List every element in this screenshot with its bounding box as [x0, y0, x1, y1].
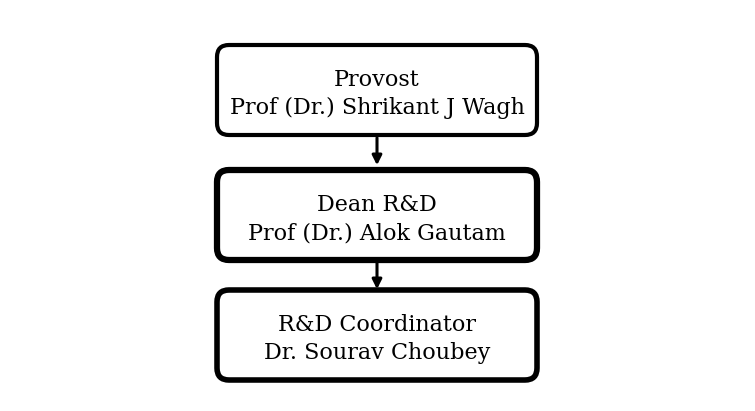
Text: Dr. Sourav Choubey: Dr. Sourav Choubey — [263, 342, 490, 364]
Text: Prof (Dr.) Alok Gautam: Prof (Dr.) Alok Gautam — [248, 222, 506, 244]
FancyBboxPatch shape — [217, 45, 537, 135]
Text: R&D Coordinator: R&D Coordinator — [278, 314, 476, 336]
Text: Provost: Provost — [334, 69, 420, 91]
Text: Dean R&D: Dean R&D — [317, 194, 437, 216]
Text: Prof (Dr.) Shrikant J Wagh: Prof (Dr.) Shrikant J Wagh — [230, 97, 525, 119]
FancyBboxPatch shape — [217, 170, 537, 260]
FancyBboxPatch shape — [217, 290, 537, 380]
